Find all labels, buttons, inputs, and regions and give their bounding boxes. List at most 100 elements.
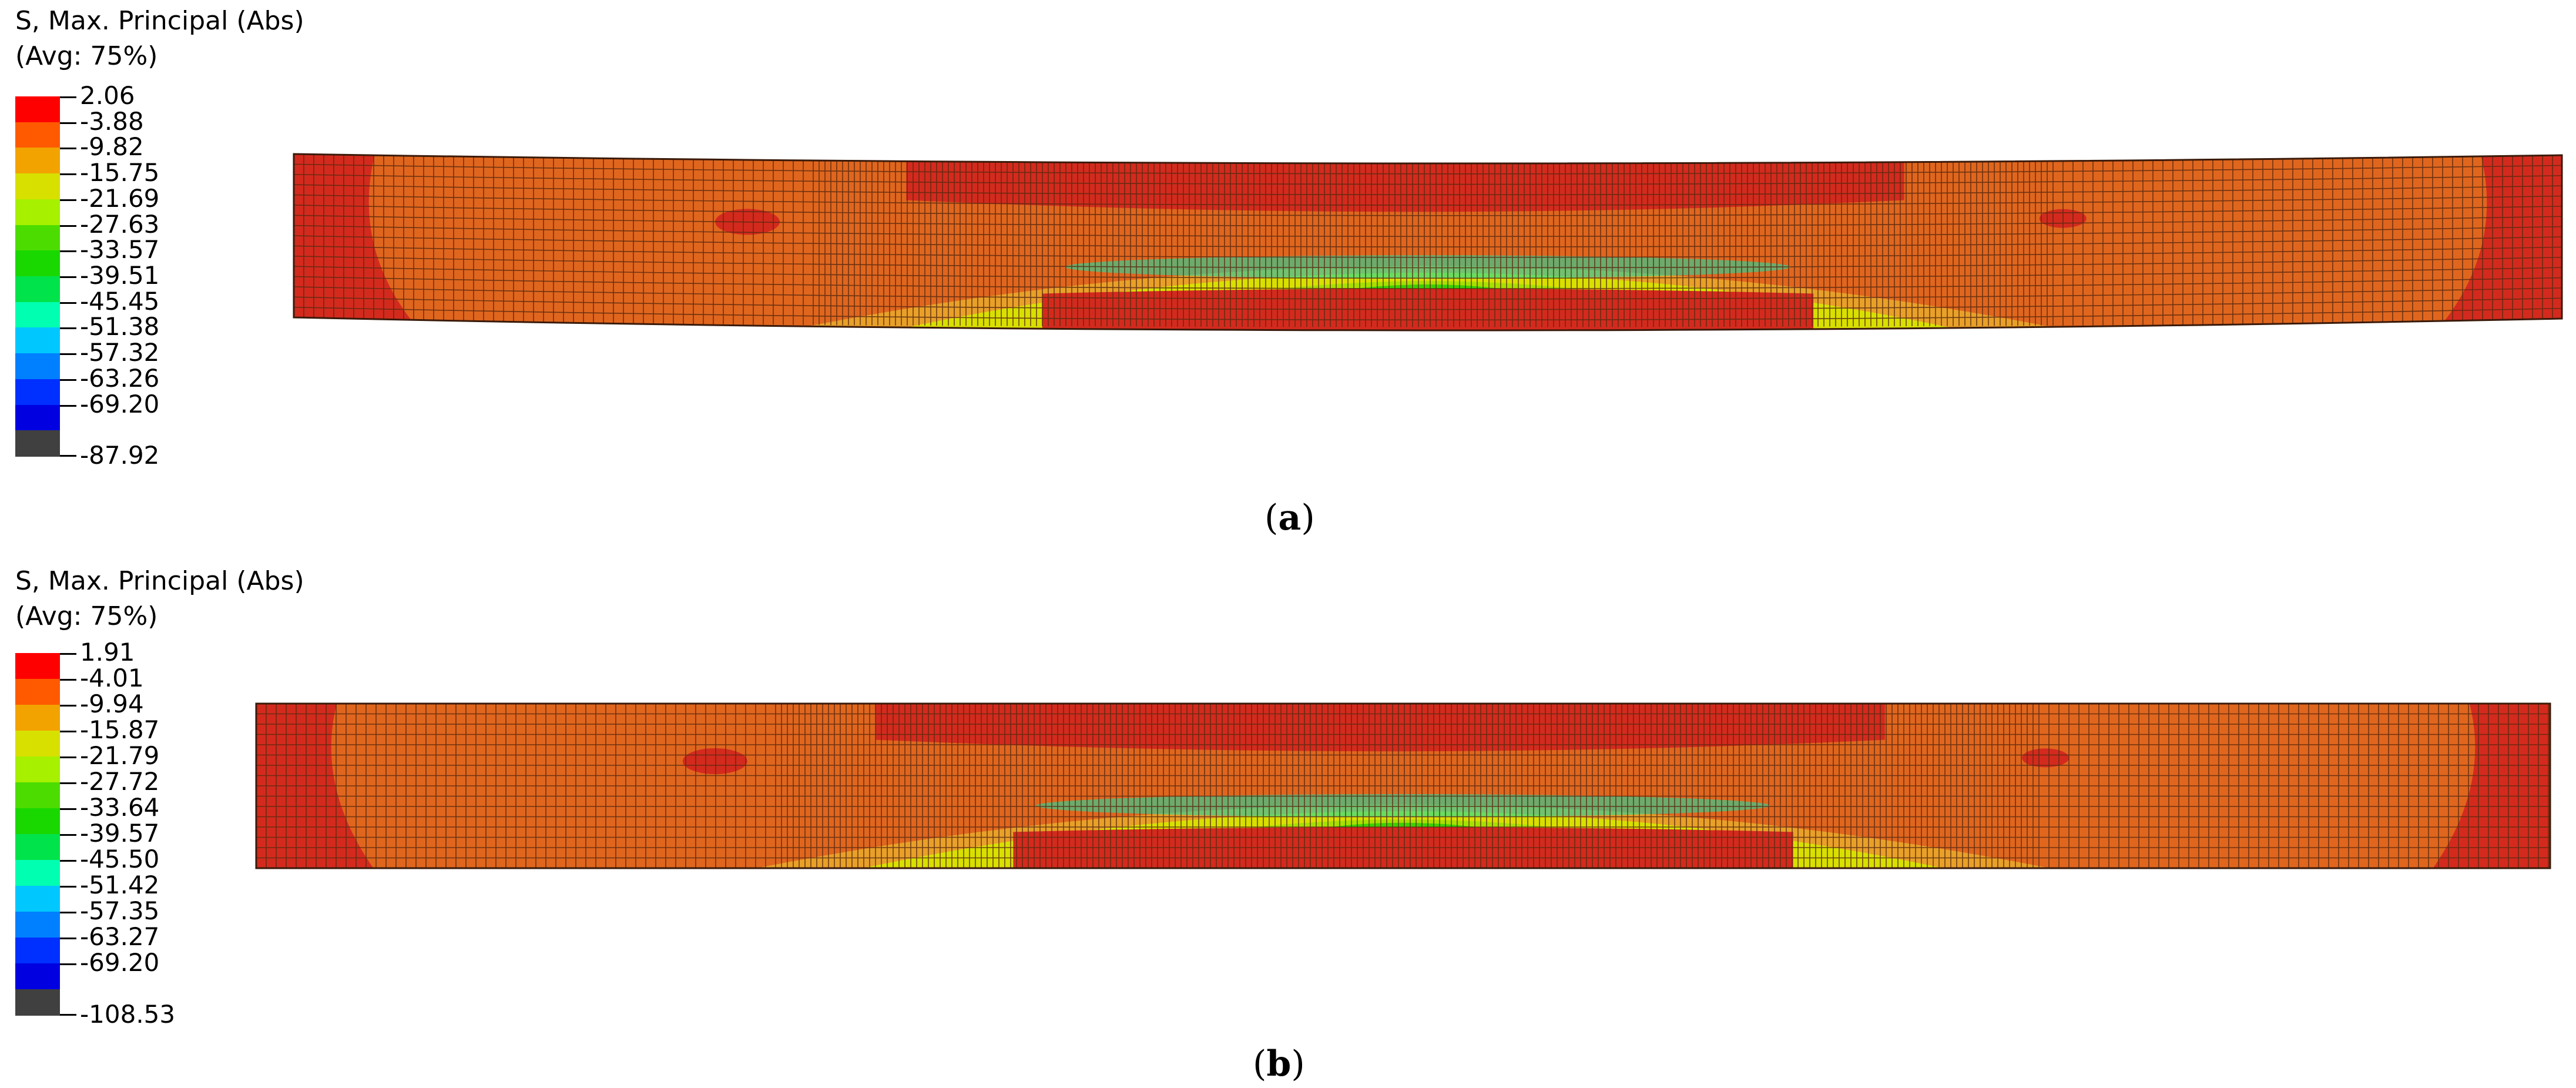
legend-swatch: [15, 379, 60, 406]
legend-tick: [60, 705, 76, 707]
legend-value-label: -33.64: [80, 793, 160, 822]
legend-swatch: [15, 653, 60, 679]
legend-tick: [60, 250, 76, 253]
legend-value-label: -27.63: [80, 209, 160, 239]
legend-tick: [60, 173, 76, 176]
legend-swatch: [15, 404, 60, 431]
contour-band: [1042, 289, 1814, 331]
figure-caption: (b): [1253, 1043, 1305, 1084]
legend-tick: [60, 963, 76, 965]
legend-value-label: -63.26: [80, 363, 160, 393]
legend-value-label: -15.87: [80, 715, 160, 744]
legend-swatch: [15, 96, 60, 123]
legend-swatch: [15, 225, 60, 252]
beam-contour-plot: [255, 702, 2551, 869]
legend-tick: [60, 225, 76, 227]
legend-value-label: -51.42: [80, 871, 160, 899]
legend-tick: [60, 404, 76, 407]
legend-tick: [60, 782, 76, 784]
legend-swatch: [15, 353, 60, 380]
legend-value-label: -33.57: [80, 235, 160, 265]
legend-title: S, Max. Principal (Abs): [15, 566, 304, 596]
legend-tick: [60, 808, 76, 810]
contour-band: [906, 154, 1904, 212]
legend-value-label: -51.38: [80, 312, 160, 342]
legend-title: S, Max. Principal (Abs): [15, 6, 304, 36]
legend-swatch: [15, 834, 60, 861]
legend-tick: [60, 653, 76, 655]
legend-swatch: [15, 782, 60, 809]
panel-a: S, Max. Principal (Abs) (Avg: 75%) 2.06-…: [15, 6, 2563, 538]
legend-value-label: -45.50: [80, 845, 160, 873]
legend-subtitle: (Avg: 75%): [15, 601, 158, 631]
legend-swatch: [15, 860, 60, 886]
legend-tick: [60, 860, 76, 862]
caption-letter: a: [1278, 497, 1302, 538]
legend-swatch: [15, 731, 60, 757]
legend-tick: [60, 679, 76, 681]
legend-value-label: -108.53: [80, 1000, 176, 1029]
contour-legend: 1.91 -4.01 -9.94 -15.87 -21.79 -27.72 -33.64 -3…: [15, 640, 175, 1027]
legend-value-label: -69.20: [80, 389, 160, 419]
legend-tick: [60, 886, 76, 888]
legend-tick: [60, 938, 76, 939]
contour-band: [682, 748, 747, 774]
contour-legend: 2.06 -3.88 -9.82 -15.75 -21.69 -27.63 -33.57 -3…: [15, 83, 159, 468]
legend-value-label: -9.94: [80, 689, 144, 718]
legend-tick: [60, 96, 76, 98]
legend-value-label: -63.27: [80, 922, 160, 951]
legend-tick: [60, 276, 76, 278]
legend-swatch: [15, 122, 60, 149]
legend-swatch: [15, 938, 60, 964]
legend-value-label: -15.75: [80, 158, 160, 188]
legend-value-label: -39.51: [80, 261, 160, 290]
legend-swatch: [15, 199, 60, 226]
legend-tick: [60, 756, 76, 758]
beam-contour-plot: [293, 153, 2563, 332]
contour-band: [1013, 827, 1793, 868]
legend-swatch: [15, 679, 60, 705]
legend-swatch: [15, 173, 60, 200]
legend-value-label: -9.82: [80, 132, 144, 162]
contour-band: [1065, 255, 1791, 279]
contour-band: [2022, 748, 2069, 768]
legend-value-label: -21.79: [80, 741, 160, 770]
legend-tick: [60, 455, 76, 457]
legend-tick: [60, 379, 76, 381]
legend-swatch: [15, 148, 60, 175]
legend-swatch: [15, 705, 60, 731]
beam-body: [256, 704, 2550, 868]
contour-band: [294, 154, 429, 331]
legend-value-label: 2.06: [80, 81, 135, 110]
legend-value-label: -57.32: [80, 338, 160, 367]
legend-swatch: [15, 886, 60, 912]
legend-value-label: -27.72: [80, 767, 160, 796]
caption-letter: b: [1266, 1043, 1292, 1084]
legend-swatch: [15, 250, 60, 277]
legend-tick: [60, 353, 76, 356]
legend-value-label: -45.45: [80, 286, 160, 316]
legend-tick: [60, 199, 76, 201]
legend-swatch: [15, 963, 60, 990]
legend-swatch: [15, 808, 60, 835]
legend-value-label: -4.01: [80, 664, 144, 692]
legend-swatch: [15, 302, 60, 329]
legend-value-label: -57.35: [80, 896, 160, 925]
legend-swatch: [15, 756, 60, 783]
legend-tick: [60, 327, 76, 330]
legend-tick: [60, 122, 76, 124]
legend-value-label: -69.20: [80, 948, 160, 977]
legend-tick: [60, 834, 76, 836]
legend-swatch: [15, 989, 60, 1016]
panel-b: S, Max. Principal (Abs) (Avg: 75%) 1.91-…: [0, 544, 2576, 1088]
legend-swatch: [15, 912, 60, 938]
legend-value-label: -21.69: [80, 183, 160, 213]
figure-caption: (a): [1264, 497, 1315, 538]
legend-tick: [60, 731, 76, 732]
legend-tick: [60, 148, 76, 150]
legend-value-label: -87.92: [80, 441, 160, 470]
legend-subtitle: (Avg: 75%): [15, 41, 158, 71]
legend-tick: [60, 912, 76, 913]
legend-value-label: -3.88: [80, 106, 144, 136]
legend-swatch: [15, 276, 60, 303]
